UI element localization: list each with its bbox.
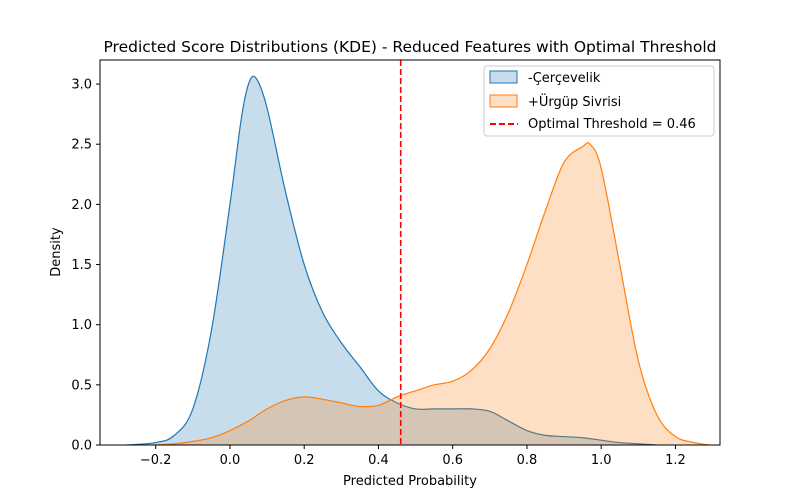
x-tick-label: −0.2	[140, 453, 172, 468]
y-tick-label: 2.0	[71, 198, 92, 213]
kde-area-urgup-sivrisi	[155, 142, 709, 445]
kde-line-urgup-sivrisi	[155, 142, 709, 445]
y-axis: 0.0 0.5 1.0 1.5 2.0 2.5 3.0	[71, 78, 100, 454]
y-tick-label: 1.5	[71, 258, 92, 273]
x-tick-label: 1.0	[591, 453, 612, 468]
x-axis-label: Predicted Probability	[343, 474, 477, 489]
y-axis-label: Density	[49, 227, 64, 277]
y-tick-label: 0.5	[71, 378, 92, 393]
legend-label-urgup-sivrisi: +Ürgüp Sivrisi	[528, 93, 621, 110]
x-tick-label: 0.8	[517, 453, 538, 468]
y-tick-label: 3.0	[71, 78, 92, 93]
kde-line-cercevelik	[125, 75, 657, 445]
y-tick-label: 1.0	[71, 318, 92, 333]
plot-area	[125, 60, 709, 445]
x-tick-label: 0.0	[220, 453, 241, 468]
y-tick-label: 0.0	[71, 439, 92, 454]
x-tick-label: 0.6	[442, 453, 463, 468]
legend-label-cercevelik: -Çerçevelik	[528, 71, 601, 86]
x-tick-label: 0.2	[294, 453, 315, 468]
plot-frame	[99, 59, 721, 446]
legend-label-threshold: Optimal Threshold = 0.46	[528, 117, 696, 132]
kde-area-cercevelik	[125, 76, 657, 445]
legend-box	[483, 65, 715, 137]
y-tick-label: 2.5	[71, 138, 92, 153]
x-tick-label: 1.2	[665, 453, 686, 468]
x-tick-label: 0.4	[368, 453, 389, 468]
chart-title: Predicted Score Distributions (KDE) - Re…	[103, 38, 716, 56]
legend: -Çerçevelik +Ürgüp Sivrisi Optimal Thres…	[483, 65, 715, 137]
legend-swatch-cercevelik	[489, 70, 518, 84]
legend-swatch-urgup-sivrisi	[489, 94, 518, 108]
x-axis: −0.2 0.0 0.2 0.4 0.6 0.8 1.0 1.2	[140, 445, 686, 468]
